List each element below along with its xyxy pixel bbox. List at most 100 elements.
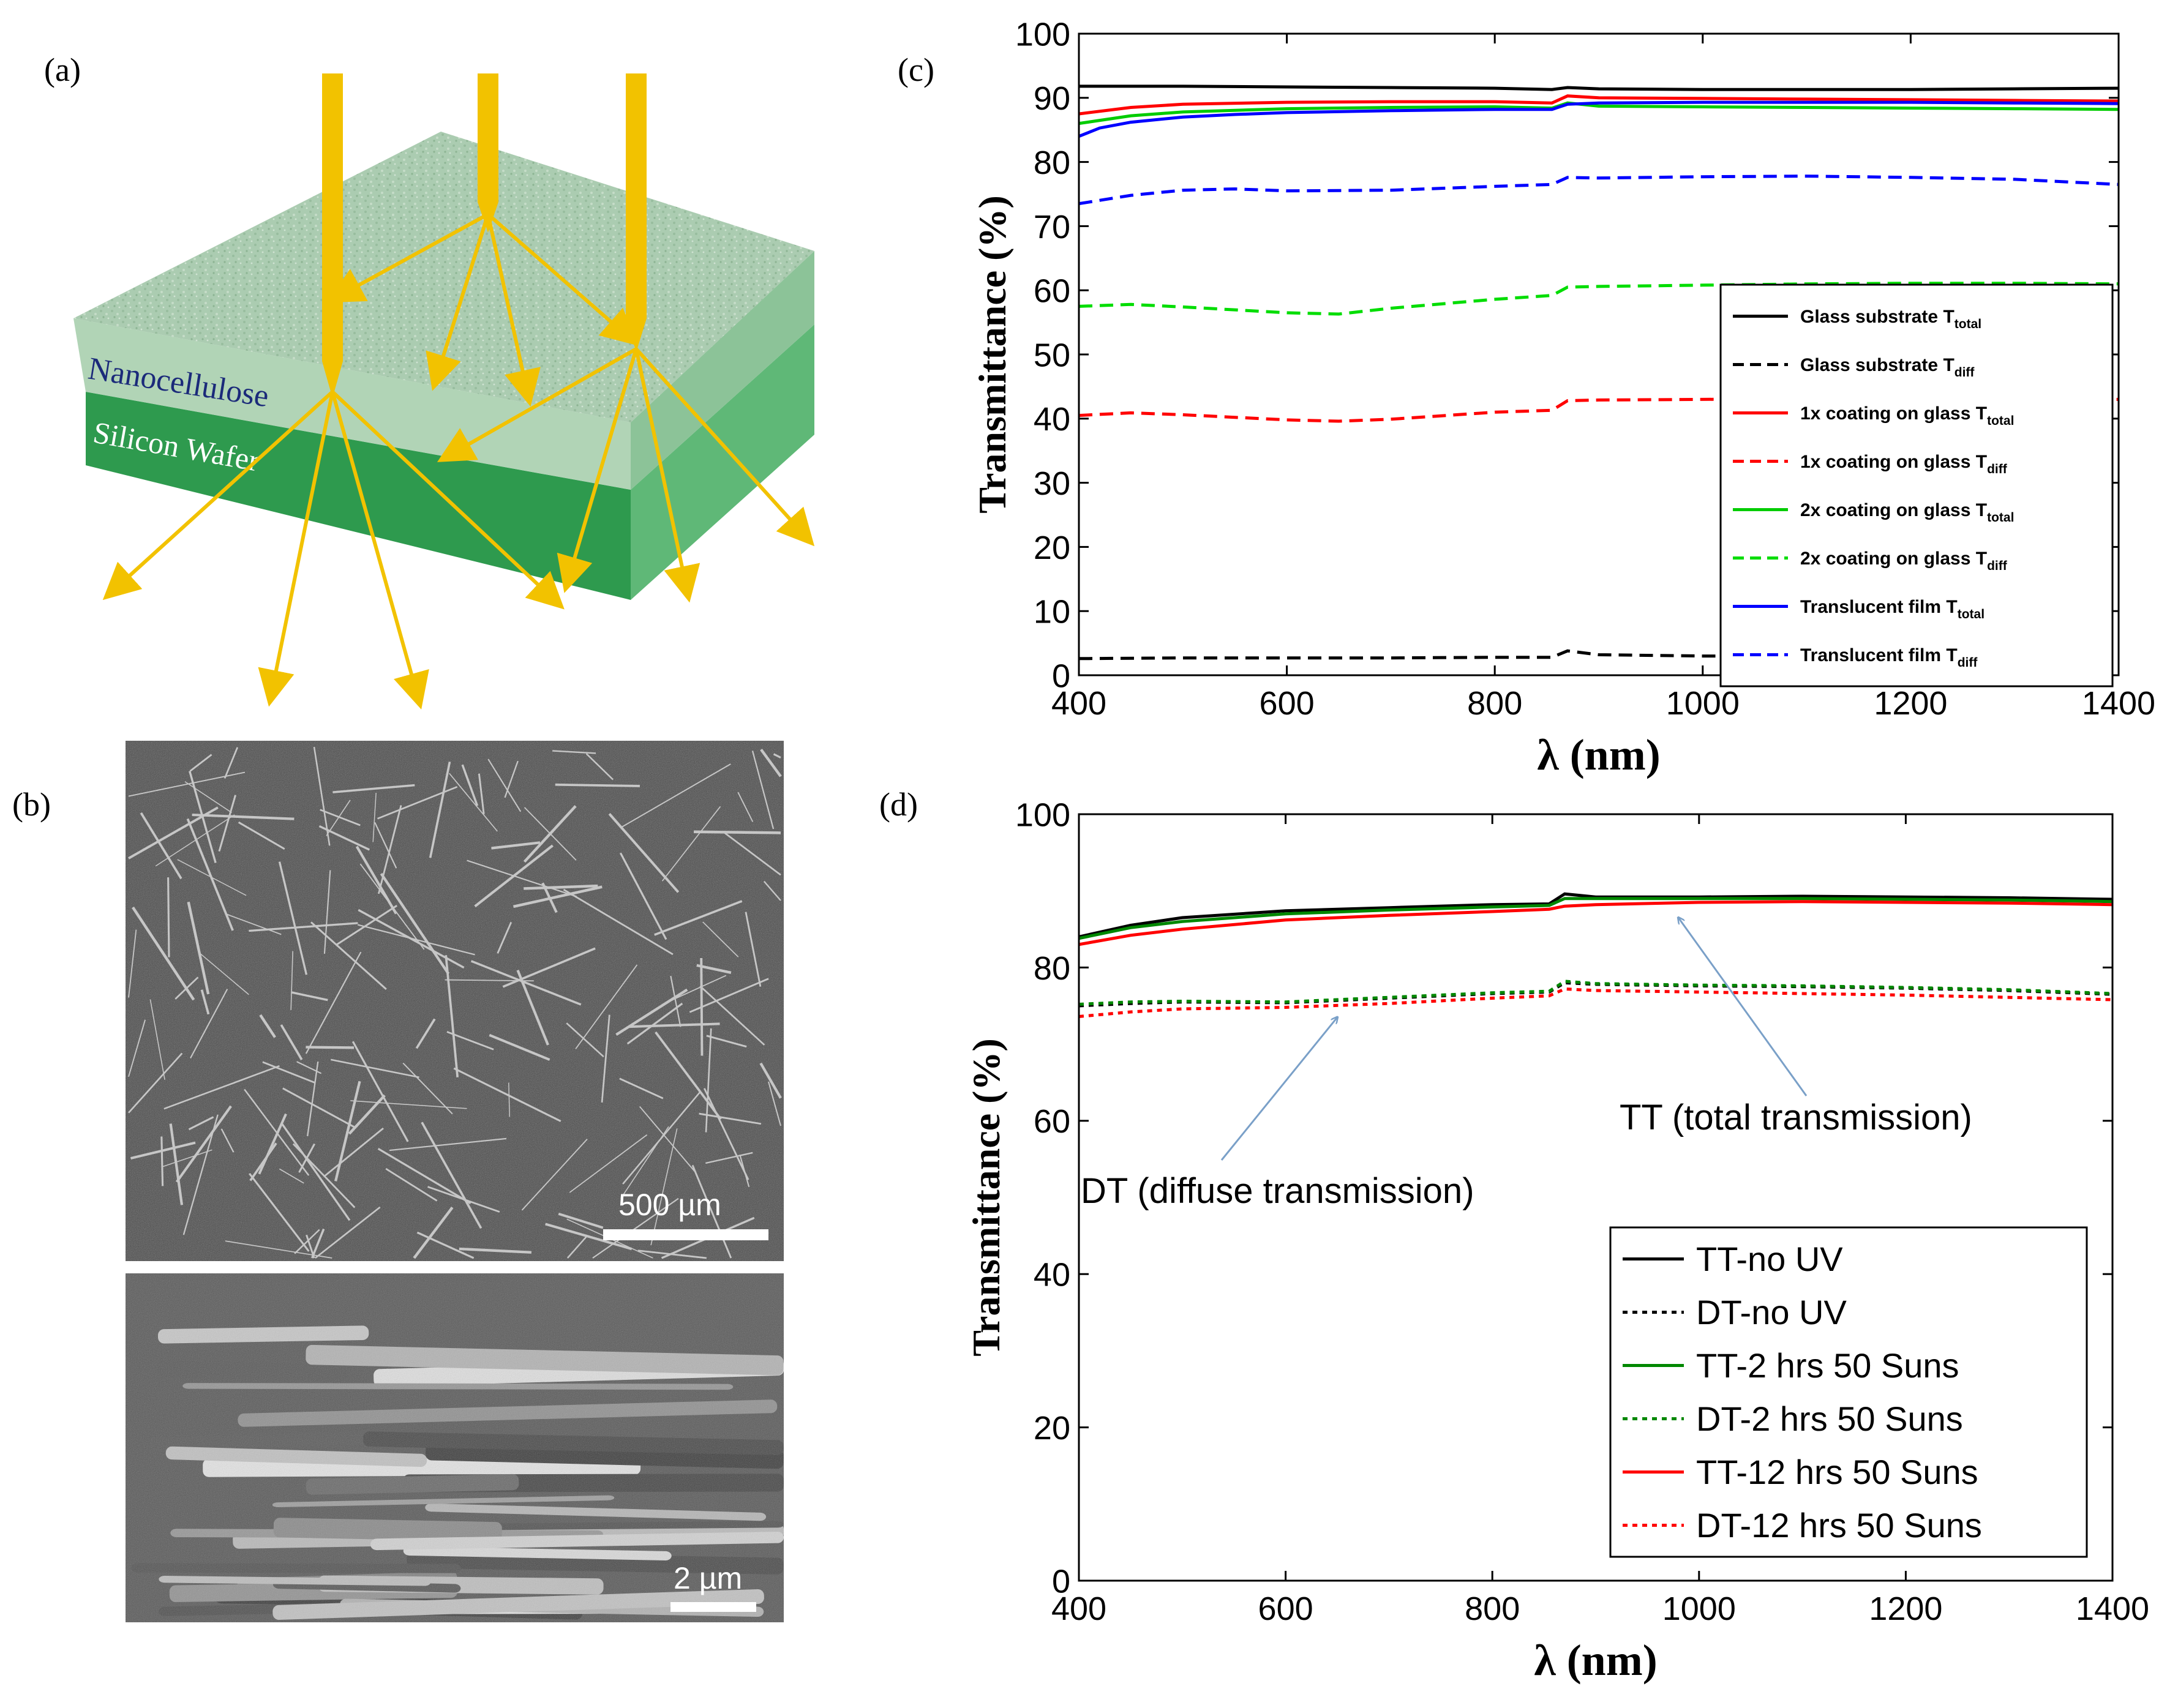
sem-fiber: [259, 1014, 276, 1038]
sem-fiber: [127, 1052, 183, 1114]
sem-fiber: [601, 1014, 610, 1103]
sem-fiber: [225, 1240, 332, 1259]
y-tick-label: 60: [1034, 1103, 1070, 1140]
x-tick-label: 400: [1051, 685, 1106, 722]
panel-label-b: (b): [12, 786, 51, 823]
panel-label-d: (d): [879, 786, 918, 823]
sem-fiber: [706, 1035, 747, 1048]
sem-fiber: [504, 760, 519, 798]
sem-fiber: [296, 1061, 322, 1074]
sem-fiber: [279, 1168, 304, 1184]
sem-fiber: [467, 860, 577, 897]
y-tick-label: 80: [1034, 950, 1070, 987]
sem-fiber: [294, 1229, 320, 1254]
sem-fiber: [184, 781, 232, 814]
sem-fiber: [132, 906, 195, 1001]
sem-fiber: [552, 750, 596, 754]
y-tick-label: 60: [1034, 273, 1070, 310]
sem-fiber: [306, 1046, 355, 1049]
series-line-6: [1079, 100, 2119, 138]
sem-fiber: [262, 1061, 316, 1084]
sem-fiber: [280, 1024, 303, 1060]
sem-fiber: [258, 1113, 287, 1175]
sem-fiber: [705, 1152, 753, 1164]
y-tick-label: 20: [1034, 530, 1070, 566]
sem-fiber: [307, 1061, 319, 1137]
sem-fiber: [402, 1062, 453, 1115]
y-tick-label: 0: [1052, 657, 1070, 694]
sem-bottom-image: 2 µm: [126, 1273, 784, 1622]
sem-fiber: [169, 1123, 184, 1205]
x-tick-label: 1400: [2076, 1590, 2149, 1627]
sem-fiber: [421, 1122, 483, 1229]
sem-fiber: [521, 1139, 588, 1211]
sem-fiber: [566, 1022, 604, 1058]
sem-fiber: [693, 830, 781, 834]
y-tick-label: 40: [1034, 1257, 1070, 1294]
sem-fiber: [244, 1088, 310, 1176]
sem-fiber: [377, 1147, 471, 1204]
sem-fiber: [282, 1087, 356, 1129]
sem-fiber: [566, 1235, 588, 1259]
scale-bar-2um: [670, 1602, 756, 1612]
sem-fiber: [306, 1234, 315, 1259]
sem-fiber: [190, 989, 228, 1058]
sem-fiber: [699, 1112, 762, 1125]
sem-fiber: [223, 747, 239, 779]
sem-fiber: [149, 999, 165, 1080]
annotation-tt: TT (total transmission): [1620, 1098, 1972, 1137]
sem-fiber: [621, 763, 731, 828]
sem-fiber: [745, 912, 762, 987]
sem-fiber: [558, 1212, 604, 1229]
annotation-dt: DT (diffuse transmission): [1081, 1171, 1474, 1211]
series-line-5: [1079, 282, 2119, 316]
sem-fiber: [128, 929, 137, 998]
sem-fiber: [192, 813, 295, 820]
sem-fiber: [155, 814, 235, 867]
sem-images: 500 µm 2 µm: [126, 741, 784, 1622]
x-tick-label: 400: [1051, 1590, 1106, 1627]
legend-entry-1: DT-no UV: [1696, 1293, 1847, 1332]
sem-fiber: [238, 821, 285, 850]
sem-fiber: [167, 877, 170, 957]
plot-area: [1079, 892, 2112, 1018]
sem-fiber: [163, 1065, 280, 1110]
sem-fiber: [629, 1022, 720, 1028]
x-axis-label: λ (nm): [1534, 1636, 1657, 1685]
scale-bar-500um-label: 500 µm: [618, 1188, 721, 1222]
sem-fiber: [351, 1041, 409, 1142]
sem-fiber: [334, 1081, 361, 1182]
legend-entry-2: TT-2 hrs 50 Suns: [1696, 1346, 1959, 1385]
sem-fiber: [524, 884, 598, 890]
sem-fiber: [350, 1100, 467, 1109]
sem-fiber: [592, 1197, 679, 1259]
sem-fiber: [470, 960, 582, 1006]
sem-fiber: [491, 841, 541, 850]
sem-fiber: [175, 1105, 232, 1183]
sem-fiber: [415, 1018, 436, 1049]
series-line-7: [1079, 174, 2119, 206]
sem-fiber: [311, 1228, 325, 1259]
chart-d: 400 600 800 1000 1200 1400 0 20 40 60 80 100 λ (nm) T…: [964, 796, 2149, 1685]
sem-fiber: [128, 806, 219, 860]
sem-fiber: [291, 991, 328, 1002]
sem-fiber: [487, 758, 522, 812]
sem-fiber: [380, 873, 450, 975]
series-line-2: [1079, 94, 2119, 116]
legend-box: [1719, 283, 2114, 687]
y-tick-label: 30: [1034, 465, 1070, 502]
series-line-2: [1079, 897, 2112, 940]
sem-fiber: [575, 964, 638, 1049]
sem-fiber: [445, 955, 459, 1077]
annotation-tt-arrow: [1678, 918, 1808, 1096]
x-tick-label: 600: [1260, 685, 1315, 722]
y-tick-label: 50: [1034, 337, 1070, 373]
sem-fiber: [497, 921, 513, 954]
sem-fiber: [502, 947, 596, 988]
sem-fiber: [160, 1136, 164, 1186]
sem-fiber: [162, 1149, 212, 1167]
sem-fiber: [220, 1128, 235, 1153]
axes-frame: [1078, 813, 2114, 1582]
sem-fiber: [585, 753, 614, 781]
